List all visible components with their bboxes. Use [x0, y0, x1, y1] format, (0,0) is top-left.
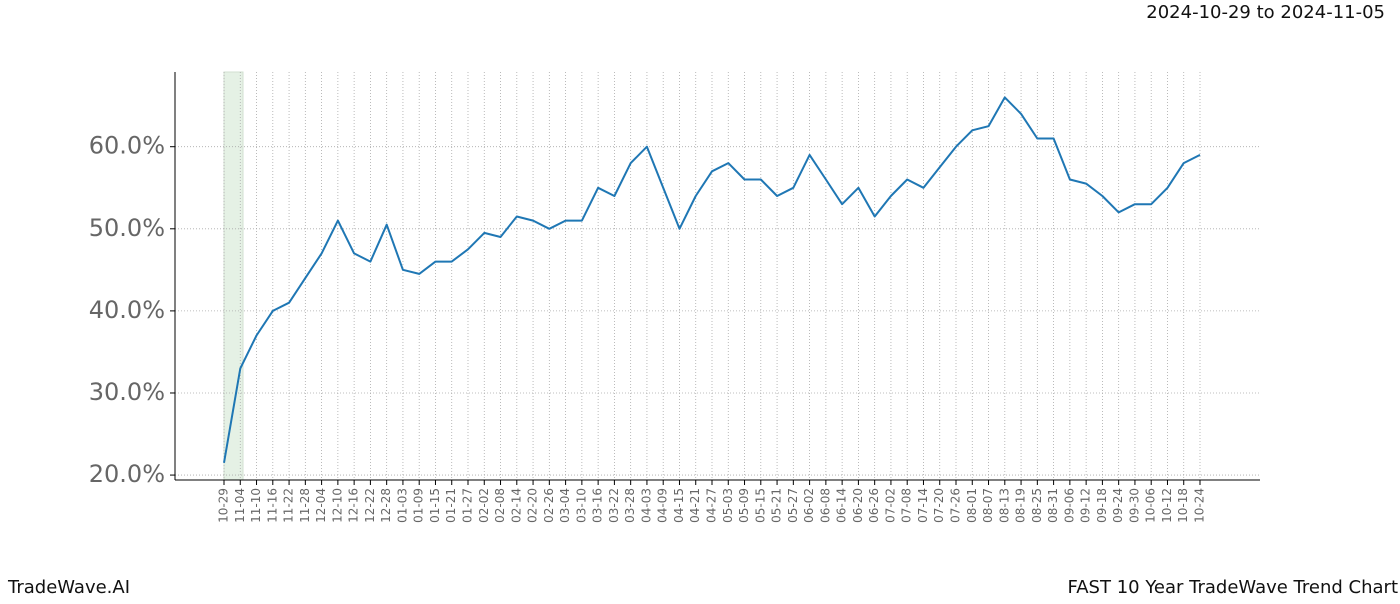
x-tick-label: 03-04 [558, 488, 572, 523]
x-tick-label: 05-09 [737, 488, 751, 523]
x-tick-label: 03-16 [591, 488, 605, 523]
x-tick-label: 04-21 [688, 488, 702, 523]
x-tick-label: 05-15 [753, 488, 767, 523]
x-tick-label: 07-26 [949, 488, 963, 523]
x-tick-label: 04-27 [705, 488, 719, 523]
x-tick-label: 06-02 [802, 488, 816, 523]
x-tick-label: 09-18 [1095, 488, 1109, 523]
x-tick-label: 02-26 [542, 488, 556, 523]
y-tick-label: 30.0% [89, 378, 165, 406]
x-tick-label: 12-16 [347, 488, 361, 523]
x-tick-label: 01-21 [444, 488, 458, 523]
x-tick-label: 08-07 [981, 488, 995, 523]
x-tick-label: 02-08 [493, 488, 507, 523]
chart-title: 2024-10-29 to 2024-11-05 [1146, 2, 1385, 23]
x-tick-label: 05-03 [721, 488, 735, 523]
x-tick-label: 05-21 [770, 488, 784, 523]
x-tick-label: 04-15 [672, 488, 686, 523]
x-tick-label: 10-18 [1176, 488, 1190, 523]
grid-layer [175, 72, 1260, 480]
x-tick-label: 10-24 [1193, 488, 1207, 523]
line-series [223, 96, 1201, 463]
x-tick-label: 10-12 [1160, 488, 1174, 523]
x-tick-label: 09-06 [1062, 488, 1076, 523]
x-tick-label: 09-12 [1079, 488, 1093, 523]
x-tick-label: 08-13 [997, 488, 1011, 523]
x-tick-label: 04-03 [639, 488, 653, 523]
x-tick-label: 05-27 [786, 488, 800, 523]
y-tick-label: 60.0% [89, 132, 165, 160]
x-tick-label: 11-16 [265, 488, 279, 523]
x-tick-label: 01-03 [395, 488, 409, 523]
x-tick-label: 01-09 [412, 488, 426, 523]
x-tick-label: 06-14 [835, 488, 849, 523]
y-tick-label: 40.0% [89, 296, 165, 324]
x-tick-label: 11-04 [233, 488, 247, 523]
footer: FAST 10 Year TradeWave Trend Chart [1068, 577, 1398, 598]
x-tick-label: 12-10 [330, 488, 344, 523]
x-tick-label: 07-20 [932, 488, 946, 523]
x-tick-label: 02-02 [477, 488, 491, 523]
x-tick-label: 06-20 [851, 488, 865, 523]
x-tick-label: 06-08 [818, 488, 832, 523]
x-tick-label: 10-06 [1144, 488, 1158, 523]
x-tick-label: 03-28 [623, 488, 637, 523]
x-tick-label: 03-10 [574, 488, 588, 523]
x-tick-label: 02-20 [526, 488, 540, 523]
x-tick-label: 07-08 [900, 488, 914, 523]
x-tick-label: 03-22 [607, 488, 621, 523]
x-tick-label: 07-02 [883, 488, 897, 523]
x-tick-label: 04-09 [656, 488, 670, 523]
x-tick-label: 08-25 [1030, 488, 1044, 523]
x-tick-label: 10-29 [217, 488, 231, 523]
x-tick-label: 08-19 [1014, 488, 1028, 523]
x-tick-label: 11-10 [249, 488, 263, 523]
x-tick-label: 06-26 [867, 488, 881, 523]
x-tick-label: 09-24 [1111, 488, 1125, 523]
x-tick-label: 11-28 [298, 488, 312, 523]
x-tick-label: 01-15 [428, 488, 442, 523]
brand: TradeWave.AI [7, 577, 130, 598]
x-tick-label: 07-14 [916, 488, 930, 523]
x-tick-label: 12-28 [379, 488, 393, 523]
x-tick-label: 01-27 [461, 488, 475, 523]
y-tick-label: 20.0% [89, 460, 165, 488]
x-tick-label: 09-30 [1127, 488, 1141, 523]
x-tick-label: 02-14 [509, 488, 523, 523]
x-tick-label: 12-22 [363, 488, 377, 523]
x-tick-label: 12-04 [314, 488, 328, 523]
x-tick-label: 08-01 [965, 488, 979, 523]
y-tick-label: 50.0% [89, 214, 165, 242]
x-tick-label: 11-22 [282, 488, 296, 523]
x-tick-label: 08-31 [1046, 488, 1060, 523]
